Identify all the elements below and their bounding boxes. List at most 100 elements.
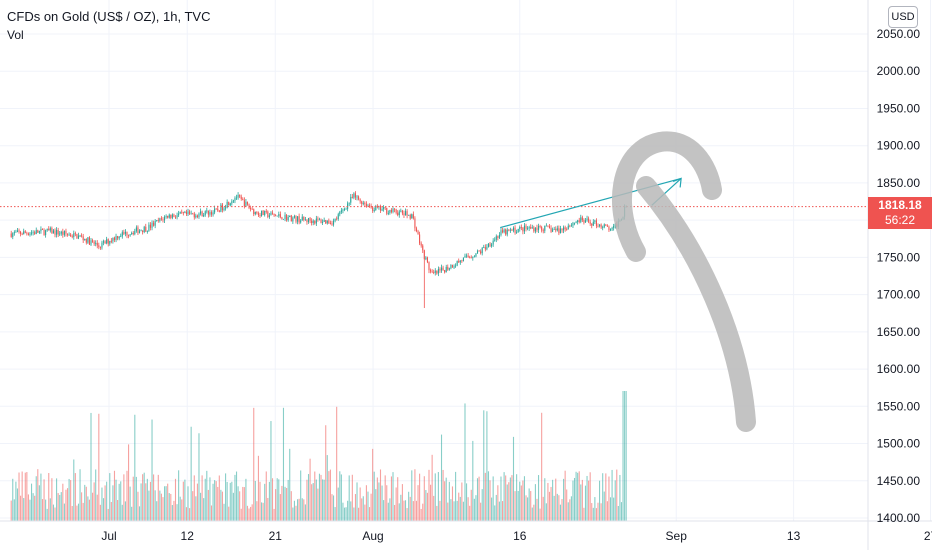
volume-bar (65, 489, 67, 521)
volume-bar (544, 478, 546, 521)
volume-bar (79, 469, 81, 521)
volume-bar (81, 492, 83, 521)
volume-bar (320, 474, 322, 521)
volume-bar (289, 448, 291, 521)
candle-body (408, 214, 410, 216)
volume-bar (171, 505, 173, 521)
volume-bar (379, 469, 382, 521)
candle-body (403, 213, 405, 216)
volume-bar (434, 473, 436, 521)
candle-body (542, 230, 544, 232)
volume-bar (520, 485, 522, 521)
volume-bar (500, 476, 502, 521)
volume-bar (251, 504, 253, 521)
candle-body (23, 231, 25, 235)
volume-bar (192, 491, 194, 521)
candle-body (414, 218, 416, 229)
volume-bar (57, 493, 59, 521)
volume-bar (592, 507, 594, 521)
candle-body (315, 218, 317, 224)
candle-body (300, 220, 302, 223)
candle-body (206, 210, 208, 212)
volume-bar (87, 496, 89, 521)
candle-body (182, 212, 184, 214)
candle-body (237, 194, 239, 198)
candle-body (303, 216, 305, 220)
volume-bar (390, 476, 392, 521)
volume-bar (106, 481, 108, 521)
candle-body (270, 212, 272, 216)
candle-body (541, 227, 543, 231)
volume-bar (426, 492, 428, 521)
candle-body (364, 202, 366, 204)
candle-body (145, 226, 147, 232)
volume-bar (561, 499, 563, 521)
volume-bar (235, 471, 238, 521)
currency-button[interactable]: USD (888, 6, 918, 28)
volume-bar (563, 478, 565, 521)
volume-bar (315, 479, 317, 521)
volume-bar (553, 495, 555, 521)
volume-bar (323, 479, 325, 521)
volume-bar (573, 477, 576, 521)
candle-body (92, 240, 94, 242)
candle-body (476, 250, 479, 254)
volume-bar (23, 498, 25, 521)
volume-bar (90, 412, 92, 521)
price-tick-label: 1400.00 (877, 511, 921, 525)
volume-bar (329, 469, 331, 521)
volume-bar (49, 498, 51, 521)
candle-body (537, 225, 540, 231)
volume-bar (406, 508, 408, 521)
time-tick-label: 21 (269, 529, 283, 543)
volume-bar (185, 507, 188, 521)
volume-bar (347, 500, 349, 521)
volume-bar (265, 471, 267, 521)
volume-bar (464, 403, 466, 521)
volume-bar (486, 411, 488, 521)
volume-bar (462, 501, 464, 521)
candle-body (123, 232, 125, 234)
candle-body (470, 257, 472, 259)
volume-bar (412, 501, 414, 521)
volume-bar (24, 472, 26, 521)
volume-bar (483, 410, 485, 521)
candle-body (32, 232, 34, 234)
candle-body (567, 225, 569, 230)
candle-body (372, 207, 374, 211)
volume-bar (368, 507, 371, 521)
volume-bar (134, 414, 136, 521)
candle-body (605, 224, 607, 226)
candle-body (243, 200, 245, 207)
volume-bar (581, 479, 583, 521)
candle-body (48, 228, 50, 231)
volume-bar (492, 476, 494, 521)
candle-body (129, 234, 131, 236)
volume-bar (248, 508, 250, 521)
volume-bar (445, 477, 447, 521)
volume-bar (74, 473, 76, 521)
volume-bar (613, 497, 615, 521)
candle-body (392, 208, 394, 212)
volume-bar (317, 488, 319, 521)
volume-bar (572, 480, 574, 521)
volume-bar (373, 471, 375, 521)
candle-body (423, 250, 425, 260)
candle-body (444, 270, 446, 273)
candle-body (107, 239, 109, 244)
candle-body (229, 203, 231, 206)
candle-body (484, 247, 486, 250)
volume-bar (342, 502, 344, 521)
candle-body (88, 237, 90, 245)
candle-body (559, 228, 561, 234)
candle-body (459, 260, 461, 263)
candle-body (262, 210, 264, 216)
volume-bar (102, 498, 105, 521)
candle-body (472, 256, 474, 258)
candle-body (135, 227, 137, 231)
candle-body (530, 227, 532, 229)
candle-body (245, 201, 247, 207)
volume-bar (225, 473, 227, 521)
